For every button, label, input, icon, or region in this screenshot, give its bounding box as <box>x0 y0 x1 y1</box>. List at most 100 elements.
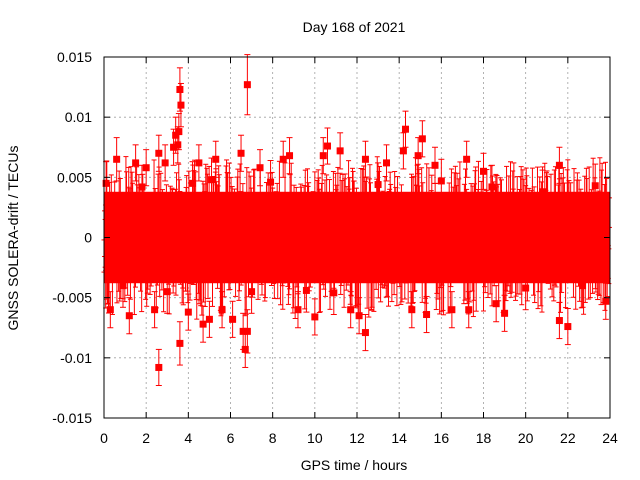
data-point <box>106 306 114 314</box>
data-point <box>401 125 409 133</box>
data-point <box>555 161 563 169</box>
y-axis-label: GNSS SOLERA-drift / TECUs <box>5 146 21 331</box>
data-point <box>184 308 192 316</box>
x-tick-label: 2 <box>142 430 150 446</box>
data-point <box>176 85 184 93</box>
data-point <box>602 297 610 305</box>
data-point <box>279 155 287 163</box>
data-point <box>172 131 180 139</box>
data-point <box>113 155 121 163</box>
y-tick-label: 0.01 <box>65 109 92 125</box>
data-point <box>383 159 391 167</box>
data-point <box>311 313 319 321</box>
x-tick-label: 8 <box>269 430 277 446</box>
data-point <box>423 311 431 319</box>
axis-ticks <box>103 56 611 419</box>
data-point <box>175 128 183 136</box>
x-axis-label: GPS time / hours <box>301 457 408 473</box>
data-point <box>414 152 422 160</box>
data-point <box>195 159 203 167</box>
chart-title: Day 168 of 2021 <box>303 19 406 35</box>
data-point <box>361 155 369 163</box>
data-point <box>480 167 487 175</box>
data-point <box>522 284 530 292</box>
data-point <box>212 155 220 163</box>
data-point <box>155 363 163 371</box>
data-point <box>174 141 182 149</box>
data-point <box>189 179 197 187</box>
data-point <box>170 143 178 151</box>
data-point <box>229 315 237 323</box>
x-tick-label: 10 <box>307 430 323 446</box>
x-tick-label: 18 <box>476 430 492 446</box>
data-point <box>241 345 249 353</box>
data-point <box>248 288 256 296</box>
data-point <box>347 306 355 314</box>
x-tick-label: 14 <box>391 430 407 446</box>
data-point <box>399 147 407 155</box>
data-point <box>555 317 563 325</box>
data-point <box>302 286 310 294</box>
data-point <box>176 339 184 347</box>
data-point <box>163 288 171 296</box>
y-tick-label: 0 <box>84 230 92 246</box>
data-point <box>330 289 338 297</box>
data-point <box>205 315 213 323</box>
data-point <box>492 300 500 308</box>
data-point <box>237 149 245 157</box>
data-point <box>591 182 599 190</box>
data-point <box>256 164 264 172</box>
data-point <box>463 155 471 163</box>
data-point <box>142 164 150 172</box>
x-tick-label: 0 <box>100 430 108 446</box>
data-point <box>208 176 216 184</box>
data-point <box>151 306 159 314</box>
data-point <box>125 312 133 320</box>
data-point <box>564 323 572 331</box>
x-tick-label: 16 <box>434 430 450 446</box>
data-point <box>155 149 163 157</box>
x-tick-label: 6 <box>227 430 235 446</box>
data-point <box>408 306 416 314</box>
data-point <box>431 161 439 169</box>
data-point <box>177 101 185 109</box>
data-point <box>132 159 140 167</box>
y-tick-label: 0.015 <box>57 49 92 65</box>
data-point <box>488 183 496 191</box>
y-tick-label: -0.005 <box>52 290 92 306</box>
data-point <box>501 309 509 317</box>
x-tick-label: 4 <box>184 430 192 446</box>
data-point <box>243 81 251 89</box>
y-tick-label: -0.01 <box>60 350 92 366</box>
y-tick-labels: 0.015 0.01 0.005 0 -0.005 -0.01 -0.015 <box>52 49 92 426</box>
data-point <box>286 152 294 160</box>
y-tick-label: -0.015 <box>52 410 92 426</box>
data-points <box>101 54 612 387</box>
data-point <box>267 178 275 186</box>
data-point <box>218 306 226 314</box>
x-tick-label: 12 <box>349 430 365 446</box>
x-tick-labels: 0 2 4 6 8 10 12 14 16 18 20 22 24 <box>100 430 618 446</box>
data-point <box>355 312 363 320</box>
data-point <box>418 135 426 143</box>
data-point <box>119 282 127 290</box>
data-point <box>336 147 344 155</box>
data-point <box>437 177 445 185</box>
data-point <box>138 183 146 191</box>
y-tick-label: 0.005 <box>57 169 92 185</box>
data-point <box>448 306 456 314</box>
data-point <box>374 181 382 189</box>
data-point <box>161 159 169 167</box>
x-tick-label: 24 <box>602 430 618 446</box>
data-point <box>361 329 369 337</box>
x-tick-label: 20 <box>518 430 534 446</box>
data-point <box>579 282 587 290</box>
data-point <box>102 179 110 187</box>
data-point <box>323 142 331 150</box>
data-point <box>199 320 207 328</box>
data-point <box>465 306 473 314</box>
data-point <box>539 188 547 196</box>
data-point <box>294 306 302 314</box>
data-point <box>319 152 327 160</box>
